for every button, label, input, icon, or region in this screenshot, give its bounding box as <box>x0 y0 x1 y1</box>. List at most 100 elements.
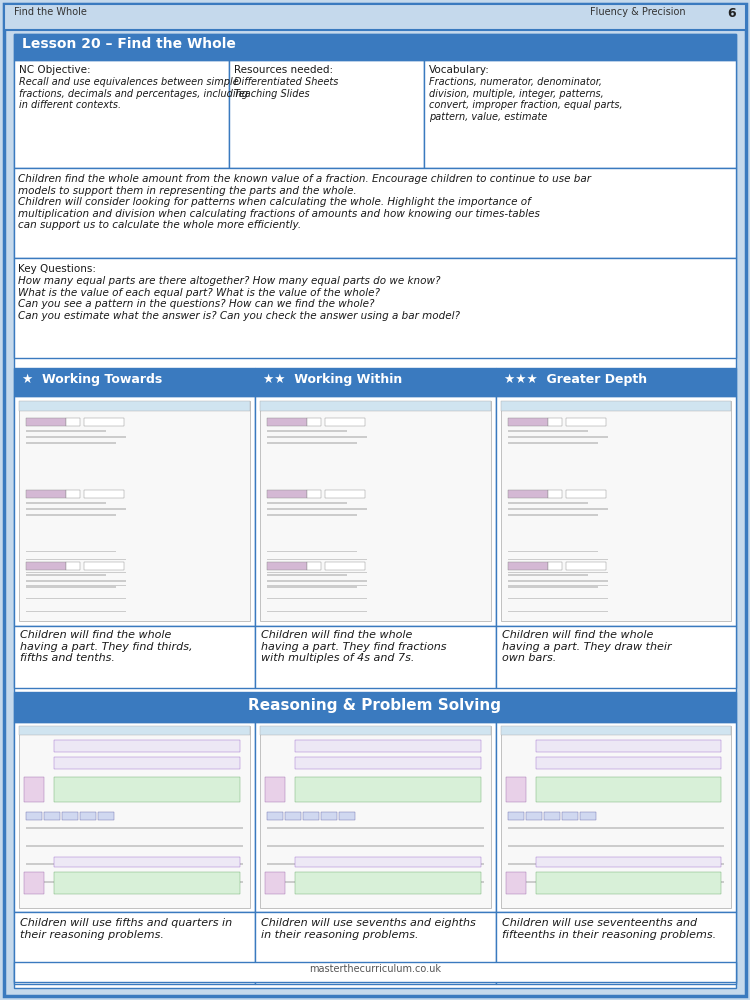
Bar <box>508 514 598 516</box>
Bar <box>508 430 588 432</box>
Bar <box>255 396 496 626</box>
Text: How many equal parts are there altogether? How many equal parts do we know?
What: How many equal parts are there altogethe… <box>18 276 460 321</box>
Bar <box>295 757 481 769</box>
Text: Children find the whole amount from the known value of a fraction. Encourage chi: Children find the whole amount from the … <box>18 174 591 230</box>
Bar <box>26 845 243 846</box>
Bar <box>26 490 66 498</box>
Bar <box>508 551 598 552</box>
Bar <box>508 611 608 612</box>
Bar <box>14 258 736 358</box>
Bar <box>255 368 496 396</box>
Bar <box>26 508 126 510</box>
Bar <box>566 418 606 426</box>
Bar <box>508 863 724 864</box>
Bar <box>255 912 496 984</box>
Bar <box>267 580 367 582</box>
Text: Find the Whole: Find the Whole <box>14 7 87 17</box>
Bar <box>26 574 106 576</box>
Bar <box>325 490 365 498</box>
Bar <box>267 574 347 576</box>
Bar <box>267 827 484 828</box>
Bar <box>26 863 243 864</box>
Bar <box>26 559 126 560</box>
Bar <box>536 872 721 894</box>
Bar <box>84 490 124 498</box>
Bar <box>501 401 731 411</box>
Bar <box>98 812 114 820</box>
Bar <box>544 812 560 820</box>
Bar <box>508 562 548 570</box>
Bar <box>536 757 721 769</box>
Bar <box>508 585 608 586</box>
Bar <box>14 396 255 626</box>
Bar <box>265 872 285 894</box>
Text: Differentiated Sheets
Teaching Slides: Differentiated Sheets Teaching Slides <box>234 77 338 99</box>
Bar <box>260 726 491 908</box>
Bar <box>267 598 367 599</box>
Bar <box>307 562 321 570</box>
Bar <box>14 368 255 396</box>
Bar <box>14 722 255 912</box>
Bar <box>26 585 126 586</box>
Bar <box>501 726 731 908</box>
Bar <box>267 863 484 864</box>
Text: Vocabulary:: Vocabulary: <box>429 65 490 75</box>
Bar <box>508 442 598 444</box>
Bar <box>54 857 240 867</box>
Bar <box>54 757 240 769</box>
Bar <box>508 827 724 828</box>
Text: Children will use sevenths and eighths
in their reasoning problems.: Children will use sevenths and eighths i… <box>261 918 476 940</box>
Bar <box>44 812 60 820</box>
Bar <box>496 912 736 984</box>
Bar <box>26 442 116 444</box>
Bar <box>54 740 240 752</box>
Bar <box>14 912 255 984</box>
Bar <box>508 418 548 426</box>
Bar <box>19 726 250 735</box>
Bar <box>267 586 357 587</box>
Bar <box>26 598 126 599</box>
Bar <box>496 626 736 688</box>
Bar <box>501 401 731 621</box>
Bar <box>307 490 321 498</box>
Bar <box>265 777 285 802</box>
Text: ★  Working Towards: ★ Working Towards <box>22 373 162 386</box>
Bar <box>325 562 365 570</box>
Bar <box>26 551 116 552</box>
Bar <box>501 726 731 735</box>
Bar <box>14 962 736 982</box>
Bar <box>260 401 491 621</box>
Bar <box>260 401 491 411</box>
Bar <box>84 418 124 426</box>
Bar <box>62 812 78 820</box>
Bar <box>267 442 357 444</box>
Bar <box>267 562 307 570</box>
Text: NC Objective:: NC Objective: <box>19 65 91 75</box>
Bar <box>267 585 367 586</box>
Bar <box>339 812 355 820</box>
Bar <box>26 514 116 516</box>
Bar <box>295 857 481 867</box>
Text: masterthecurriculum.co.uk: masterthecurriculum.co.uk <box>309 964 441 974</box>
Bar <box>508 490 548 498</box>
Bar <box>260 726 491 735</box>
Text: Fractions, numerator, denominator,
division, multiple, integer, patterns,
conver: Fractions, numerator, denominator, divis… <box>429 77 622 122</box>
Bar <box>267 559 367 560</box>
Text: Children will find the whole
having a part. They find fractions
with multiples o: Children will find the whole having a pa… <box>261 630 446 663</box>
Bar <box>566 562 606 570</box>
Bar <box>307 418 321 426</box>
Bar <box>325 418 365 426</box>
Bar <box>508 559 608 560</box>
Bar <box>508 881 724 882</box>
Bar <box>255 626 496 688</box>
Bar <box>267 812 283 820</box>
Bar <box>26 430 106 432</box>
Bar <box>80 812 96 820</box>
Bar <box>303 812 319 820</box>
Bar <box>26 881 243 882</box>
Text: Lesson 20 – Find the Whole: Lesson 20 – Find the Whole <box>22 37 235 51</box>
Bar <box>26 611 126 612</box>
Bar <box>536 857 721 867</box>
Bar <box>26 436 126 438</box>
Bar <box>506 872 526 894</box>
